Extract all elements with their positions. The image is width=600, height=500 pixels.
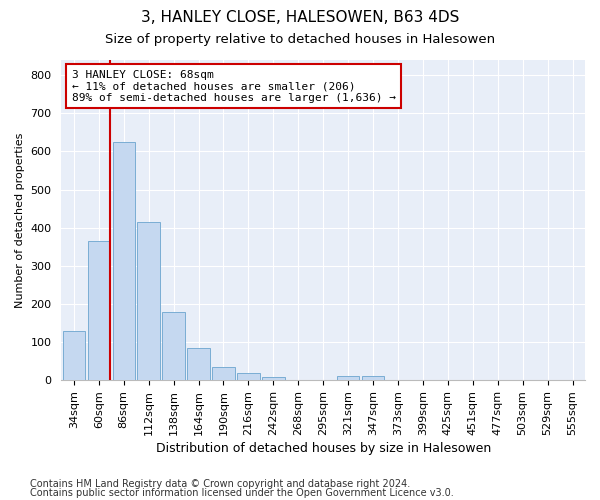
Text: Contains HM Land Registry data © Crown copyright and database right 2024.: Contains HM Land Registry data © Crown c… (30, 479, 410, 489)
Bar (337, 376, 359, 380)
Text: Contains public sector information licensed under the Open Government Licence v3: Contains public sector information licen… (30, 488, 454, 498)
Bar (62, 330, 85, 380)
Y-axis label: Number of detached properties: Number of detached properties (15, 132, 25, 308)
Text: 3, HANLEY CLOSE, HALESOWEN, B63 4DS: 3, HANLEY CLOSE, HALESOWEN, B63 4DS (141, 10, 459, 25)
Text: Size of property relative to detached houses in Halesowen: Size of property relative to detached ho… (105, 32, 495, 46)
Bar (113, 142, 135, 380)
Bar (88, 241, 110, 380)
Bar (187, 348, 210, 380)
Bar (362, 376, 384, 380)
Text: 3 HANLEY CLOSE: 68sqm
← 11% of detached houses are smaller (206)
89% of semi-det: 3 HANLEY CLOSE: 68sqm ← 11% of detached … (72, 70, 396, 103)
Bar (262, 377, 284, 380)
Bar (212, 367, 235, 380)
Bar (137, 222, 160, 380)
Bar (163, 312, 185, 380)
Bar (237, 374, 260, 380)
X-axis label: Distribution of detached houses by size in Halesowen: Distribution of detached houses by size … (155, 442, 491, 455)
